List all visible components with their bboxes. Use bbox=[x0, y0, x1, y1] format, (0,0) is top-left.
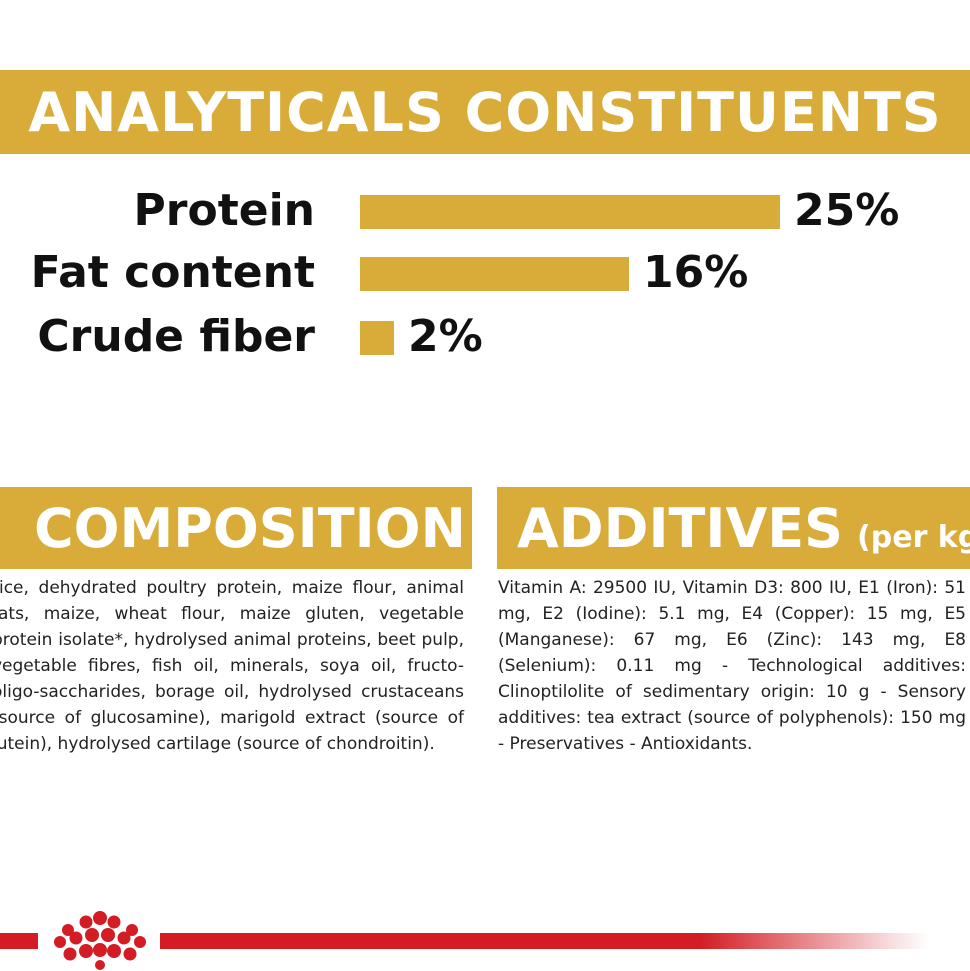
analytics-percent: 2% bbox=[408, 311, 483, 362]
analytics-label: Protein bbox=[133, 185, 315, 236]
crown-icon bbox=[54, 911, 146, 970]
analytics-bar bbox=[360, 195, 780, 229]
analytics-header: ANALYTICALS CONSTITUENTS bbox=[0, 70, 970, 154]
composition-text: rice, dehydrated poultry protein, maize … bbox=[0, 578, 464, 754]
composition-header: COMPOSITION bbox=[0, 487, 472, 569]
analytics-row-fat: Fat content 16% bbox=[0, 248, 970, 298]
additives-text: Vitamin A: 29500 IU, Vitamin D3: 800 IU,… bbox=[498, 578, 966, 754]
additives-title: ADDITIVES bbox=[517, 496, 844, 560]
analytics-row-fiber: Crude fiber 2% bbox=[0, 312, 970, 362]
footer-stripe-left bbox=[0, 933, 38, 949]
composition-title: COMPOSITION bbox=[34, 496, 466, 560]
additives-subtitle: (per kg) bbox=[857, 519, 970, 555]
analytics-percent: 25% bbox=[794, 185, 900, 236]
analytics-label: Crude fiber bbox=[37, 311, 315, 362]
footer-stripe bbox=[160, 933, 930, 949]
additives-header: ADDITIVES (per kg) bbox=[497, 487, 970, 569]
analytics-bar bbox=[360, 321, 394, 355]
analytics-bar bbox=[360, 257, 629, 291]
analytics-row-protein: Protein 25% bbox=[0, 186, 970, 236]
analytics-label: Fat content bbox=[30, 247, 315, 298]
analytics-title: ANALYTICALS CONSTITUENTS bbox=[28, 80, 942, 144]
analytics-percent: 16% bbox=[643, 247, 749, 298]
